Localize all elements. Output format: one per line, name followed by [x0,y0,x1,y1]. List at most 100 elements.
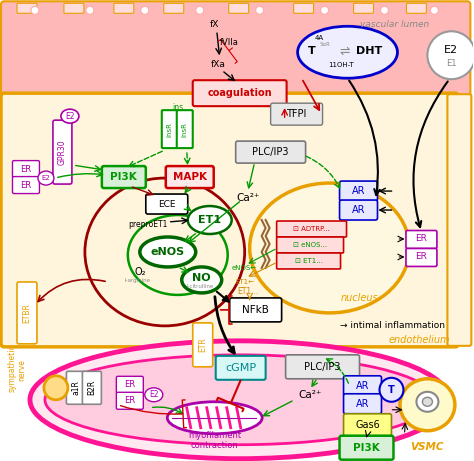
FancyBboxPatch shape [17,3,37,13]
Text: PLC/IP3: PLC/IP3 [252,147,289,157]
FancyBboxPatch shape [216,356,265,380]
FancyBboxPatch shape [271,103,323,125]
FancyBboxPatch shape [344,376,382,396]
Text: AR: AR [352,186,365,196]
Text: ER: ER [124,380,136,389]
Text: a1R: a1R [72,380,81,395]
Circle shape [430,6,438,14]
Text: MAPK: MAPK [173,172,207,182]
FancyBboxPatch shape [1,93,458,347]
Circle shape [428,31,474,79]
Ellipse shape [250,183,410,313]
Ellipse shape [182,267,222,293]
Circle shape [320,6,328,14]
Text: PI3K: PI3K [353,443,380,453]
FancyBboxPatch shape [177,110,193,148]
Text: T: T [308,46,316,56]
Text: T: T [388,385,395,395]
FancyBboxPatch shape [164,3,184,13]
FancyBboxPatch shape [277,253,340,269]
FancyBboxPatch shape [339,181,377,201]
FancyBboxPatch shape [406,230,437,248]
Ellipse shape [422,397,432,406]
Ellipse shape [145,388,163,402]
FancyBboxPatch shape [12,160,39,177]
Text: sympathetic: sympathetic [8,344,17,392]
Text: ⊡ ET1...: ⊡ ET1... [294,258,323,264]
Text: 5αR: 5αR [319,42,330,47]
Text: 4A: 4A [315,35,324,41]
Ellipse shape [167,402,262,434]
FancyBboxPatch shape [286,355,359,379]
Text: ET1←: ET1← [235,279,254,285]
Text: ETR: ETR [198,337,207,352]
Text: Gas6: Gas6 [355,420,380,430]
Text: l-citrulline: l-citrulline [186,284,213,290]
FancyBboxPatch shape [116,376,143,393]
Text: ER: ER [416,253,428,261]
Text: ER: ER [20,181,32,189]
FancyBboxPatch shape [447,94,471,346]
Ellipse shape [45,355,434,445]
FancyBboxPatch shape [406,248,437,266]
Text: vascular lumen: vascular lumen [360,20,429,30]
Text: insR: insR [182,122,188,136]
Text: ER: ER [20,165,32,174]
FancyBboxPatch shape [66,371,85,404]
Text: eNOS: eNOS [151,247,185,257]
FancyBboxPatch shape [293,3,314,13]
Text: NFkB: NFkB [242,305,269,315]
Text: VSMC: VSMC [410,442,444,452]
Ellipse shape [30,341,449,459]
Circle shape [141,6,149,14]
Text: fXa: fXa [210,60,225,69]
FancyBboxPatch shape [406,3,427,13]
Text: DHT: DHT [356,46,383,56]
FancyBboxPatch shape [53,120,72,184]
Text: ER: ER [124,396,136,405]
Ellipse shape [400,379,455,431]
FancyBboxPatch shape [162,110,178,148]
FancyBboxPatch shape [12,177,39,194]
Ellipse shape [417,392,438,412]
FancyBboxPatch shape [64,3,84,13]
FancyBboxPatch shape [114,3,134,13]
Text: E2: E2 [42,175,50,181]
Text: ⇌: ⇌ [339,45,350,58]
Text: nucleus: nucleus [341,293,378,303]
Text: coagulation: coagulation [207,88,272,98]
Text: endothelium: endothelium [389,335,450,345]
Circle shape [31,6,39,14]
Text: 11OH-T: 11OH-T [328,62,355,68]
FancyBboxPatch shape [230,298,282,322]
FancyBboxPatch shape [236,141,306,163]
Text: → intimal inflammation: → intimal inflammation [339,321,445,331]
Text: ⊡ eNOS...: ⊡ eNOS... [292,242,327,248]
Text: Ca²⁺: Ca²⁺ [236,193,259,203]
Text: AR: AR [356,399,369,409]
FancyBboxPatch shape [146,194,188,214]
Text: AR: AR [352,205,365,215]
Circle shape [380,378,403,402]
Text: PI3K: PI3K [110,172,137,182]
FancyBboxPatch shape [339,436,393,460]
Text: ECE: ECE [158,200,175,208]
Circle shape [196,6,204,14]
Text: cGMP: cGMP [225,363,256,373]
FancyBboxPatch shape [277,237,344,253]
Text: insR: insR [167,122,173,136]
Circle shape [86,6,94,14]
Text: fX: fX [210,20,219,29]
FancyBboxPatch shape [354,3,374,13]
Text: NO: NO [192,273,211,283]
FancyBboxPatch shape [17,282,37,344]
FancyBboxPatch shape [193,80,287,106]
Text: ins: ins [172,103,183,112]
Text: Ca²⁺: Ca²⁺ [298,390,321,400]
FancyBboxPatch shape [277,221,346,237]
FancyBboxPatch shape [193,323,213,367]
Circle shape [381,6,389,14]
FancyBboxPatch shape [1,1,470,105]
Text: E2: E2 [444,45,458,55]
FancyBboxPatch shape [82,371,101,404]
